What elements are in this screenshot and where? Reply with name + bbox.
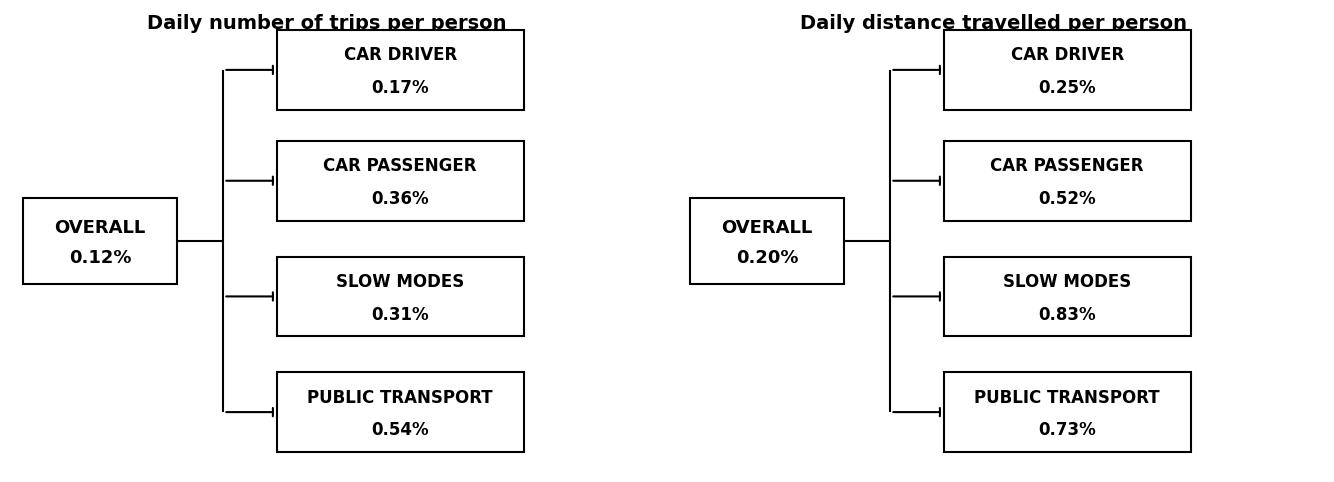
Bar — [277, 373, 523, 452]
Bar — [944, 256, 1191, 336]
Bar — [691, 198, 843, 284]
Text: 0.83%: 0.83% — [1038, 306, 1097, 324]
Text: Daily number of trips per person: Daily number of trips per person — [147, 14, 507, 33]
Text: 0.36%: 0.36% — [371, 190, 430, 208]
Text: OVERALL: OVERALL — [722, 218, 812, 237]
Text: 0.12%: 0.12% — [69, 249, 131, 267]
Text: CAR PASSENGER: CAR PASSENGER — [323, 157, 478, 175]
Text: 0.31%: 0.31% — [371, 306, 430, 324]
Text: 0.20%: 0.20% — [736, 249, 798, 267]
Text: Daily distance travelled per person: Daily distance travelled per person — [800, 14, 1187, 33]
Bar — [23, 198, 176, 284]
Text: CAR PASSENGER: CAR PASSENGER — [990, 157, 1145, 175]
Text: PUBLIC TRANSPORT: PUBLIC TRANSPORT — [307, 388, 494, 407]
Bar — [944, 141, 1191, 221]
Text: 0.73%: 0.73% — [1038, 421, 1097, 440]
Bar — [944, 30, 1191, 110]
Text: 0.54%: 0.54% — [371, 421, 430, 440]
Bar — [277, 256, 523, 336]
Bar — [944, 373, 1191, 452]
Text: SLOW MODES: SLOW MODES — [336, 273, 464, 291]
Text: CAR DRIVER: CAR DRIVER — [344, 46, 456, 65]
Text: 0.25%: 0.25% — [1038, 79, 1097, 97]
Bar — [277, 30, 523, 110]
Text: OVERALL: OVERALL — [55, 218, 145, 237]
Text: PUBLIC TRANSPORT: PUBLIC TRANSPORT — [974, 388, 1161, 407]
Text: 0.52%: 0.52% — [1038, 190, 1097, 208]
Text: CAR DRIVER: CAR DRIVER — [1011, 46, 1123, 65]
Bar — [277, 141, 523, 221]
Text: 0.17%: 0.17% — [371, 79, 430, 97]
Text: SLOW MODES: SLOW MODES — [1003, 273, 1131, 291]
